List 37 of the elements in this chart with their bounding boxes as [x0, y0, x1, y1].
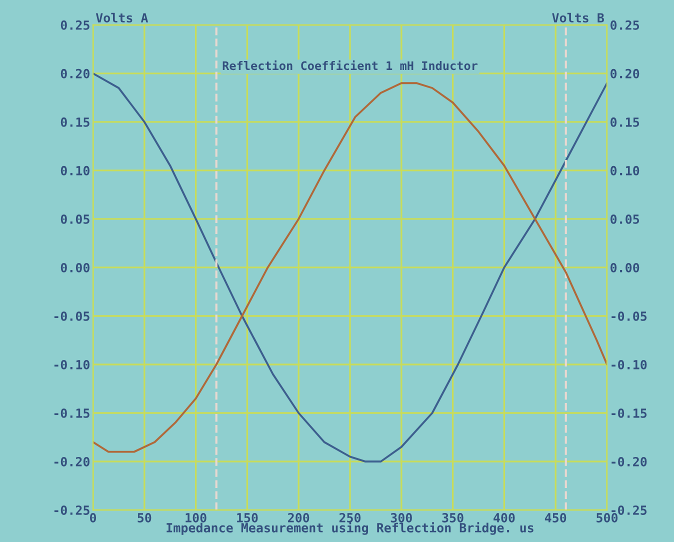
x-tick-label: 500	[596, 513, 618, 522]
y-tick-label: 0.05	[60, 214, 90, 224]
y2-tick-label: -0.25	[612, 505, 647, 515]
y-tick-label: -0.25	[54, 505, 90, 515]
x-axis-title: Impedance Measurement using Reflection Bridge. us	[166, 522, 534, 535]
x-tick-label: 100	[186, 513, 206, 522]
text: Reflection Coefficient 1 mH Inductor	[222, 60, 478, 70]
y2-tick-label: 0.00	[610, 262, 640, 272]
y-tick-label: -0.05	[54, 311, 90, 321]
y2-tick-label: 0.25	[610, 20, 640, 30]
y2-tick-label: 0.20	[610, 68, 640, 78]
x-tick-label: 350	[442, 513, 464, 522]
y-tick-label: 0.00	[60, 262, 90, 272]
y2-tick-label: 0.10	[610, 166, 640, 176]
x-tick-label: 400	[494, 513, 515, 522]
x-tick-label: 200	[288, 513, 310, 522]
y2-tick-label: -0.05	[612, 311, 647, 321]
x-tick-label: 0	[90, 513, 96, 522]
y-tick-label: -0.10	[54, 360, 90, 370]
y2-tick-label: -0.15	[612, 408, 647, 418]
y-tick-label: -0.20	[54, 456, 90, 466]
y-tick-label: 0.10	[60, 166, 90, 176]
x-tick-label: 450	[544, 513, 566, 522]
y-axis-title: Volts A	[96, 12, 148, 23]
x-tick-label: 300	[390, 513, 412, 522]
x-tick-label: 250	[339, 513, 361, 522]
x-tick-label: 150	[237, 513, 258, 522]
y-tick-label: 0.15	[60, 117, 90, 127]
y2-tick-label: -0.10	[612, 360, 647, 370]
y-tick-label: 0.25	[60, 20, 90, 30]
x-tick-label: 50	[138, 513, 152, 522]
y2-axis-title: Volts B	[552, 12, 604, 23]
y-tick-label: 0.20	[60, 68, 90, 78]
y2-tick-label: 0.05	[610, 214, 640, 224]
y-tick-label: -0.15	[54, 408, 90, 418]
y2-tick-label: 0.15	[610, 117, 640, 127]
y2-tick-label: -0.20	[612, 456, 647, 466]
